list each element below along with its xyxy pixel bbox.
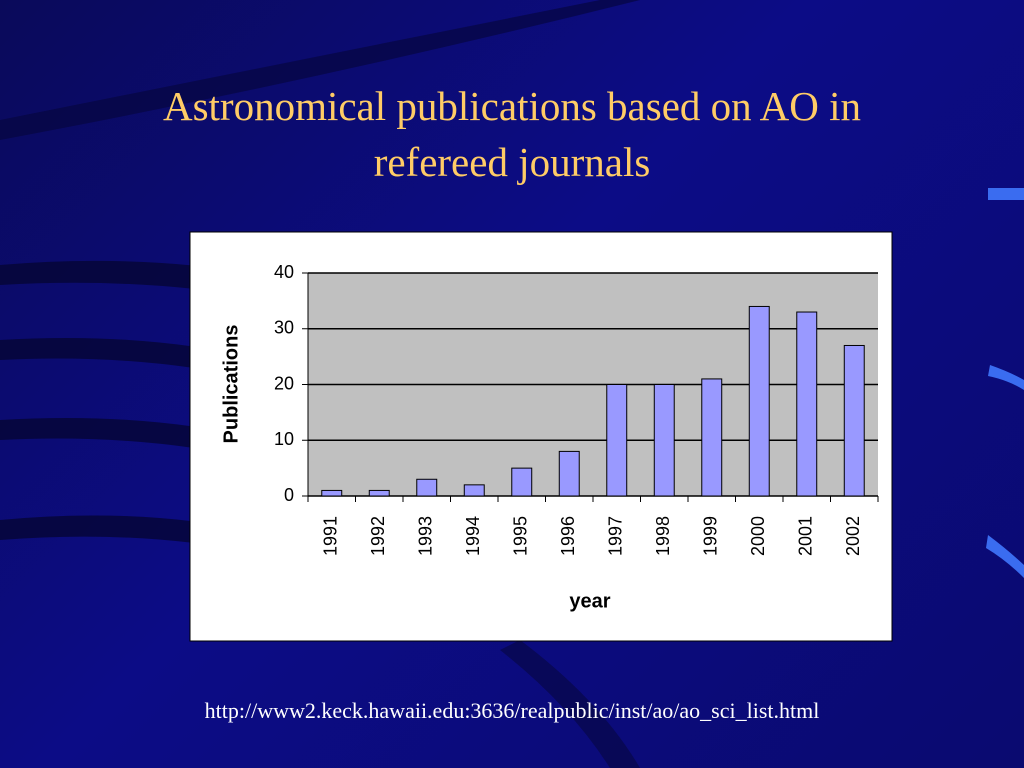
y-tick-label: 10	[274, 429, 294, 449]
x-axis-label: year	[569, 590, 610, 612]
y-tick-label: 40	[274, 262, 294, 282]
x-tick-label: 2001	[796, 516, 816, 556]
x-tick-label: 2002	[843, 516, 863, 556]
x-tick-label: 1996	[558, 516, 578, 556]
y-tick-label: 20	[274, 373, 294, 393]
x-tick-label: 2000	[748, 516, 768, 556]
x-tick-label: 1998	[653, 516, 673, 556]
y-axis-label: Publications	[220, 325, 242, 444]
slide-title: Astronomical publications based on AO in…	[162, 83, 862, 185]
bar	[416, 478, 438, 497]
bar	[321, 489, 343, 497]
x-tick-label: 1992	[368, 516, 388, 556]
bar	[701, 378, 723, 497]
bar	[796, 311, 818, 497]
bar	[368, 489, 390, 497]
x-tick-label: 1993	[416, 516, 436, 556]
bar	[463, 484, 485, 497]
x-tick-label: 1991	[321, 516, 341, 556]
y-tick-label: 30	[274, 318, 294, 338]
bar	[653, 384, 675, 497]
bar	[511, 467, 533, 497]
bar	[606, 384, 628, 497]
source-url: http://www2.keck.hawaii.edu:3636/realpub…	[204, 698, 820, 723]
x-tick-label: 1995	[511, 516, 531, 556]
y-tick-label: 0	[284, 485, 294, 505]
bar	[843, 344, 865, 497]
x-tick-label: 1997	[606, 516, 626, 556]
bar	[558, 450, 580, 497]
bar	[748, 305, 770, 497]
x-tick-label: 1999	[701, 516, 721, 556]
x-tick-label: 1994	[463, 516, 483, 556]
